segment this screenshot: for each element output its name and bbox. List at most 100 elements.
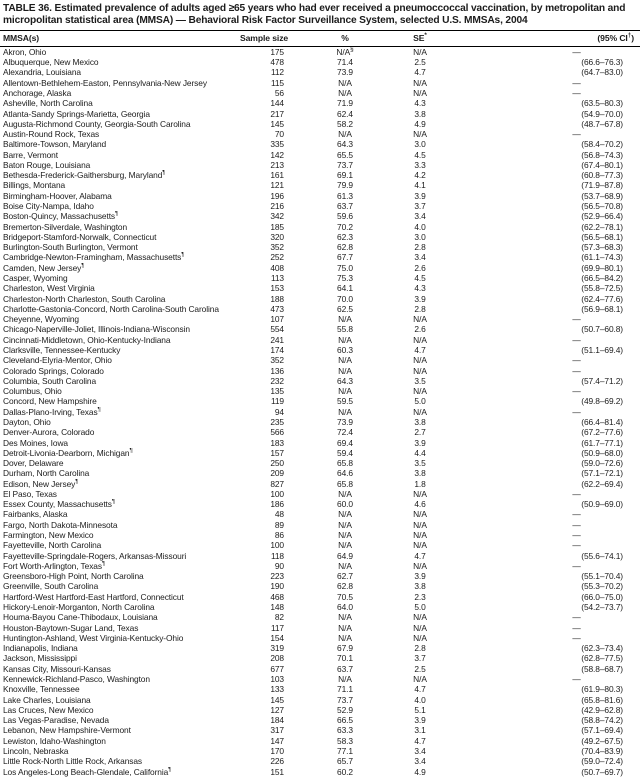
percent-value: 71.9 (337, 98, 353, 109)
ci-cell: — (572, 560, 581, 571)
mmsa-cell: Houma-Bayou Cane-Thibodaux, Louisiana (0, 612, 240, 622)
percent-cell: 73.9 (290, 417, 400, 427)
ci-cell: (62.3–73.4) (581, 643, 623, 654)
se-cell: 5.0 (414, 602, 426, 612)
percent-cell: 64.1 (290, 283, 400, 293)
ci-cell: (57.3–68.3) (581, 242, 623, 253)
mmsa-name: Farmington, New Mexico (3, 530, 94, 541)
mmsa-name: Greenville, South Carolina (3, 581, 99, 592)
percent-cell: 58.3 (290, 736, 400, 746)
table-row: Essex County, Massachusetts¶ 186 60.0 4.… (0, 499, 640, 509)
ci-cell: (56.5–70.8) (581, 201, 623, 212)
se-cell: 3.7 (414, 201, 426, 212)
mmsa-cell: Dayton, Ohio (0, 417, 240, 427)
percent-value: 62.8 (337, 581, 353, 592)
ci-cell: (50.9–68.0) (581, 447, 623, 458)
col-header-se-label: SE (413, 32, 425, 43)
mmsa-name: Clarksville, Tennessee-Kentucky (3, 344, 121, 355)
sample-size-cell: 175 (270, 46, 284, 57)
mmsa-name: Durham, North Carolina (3, 468, 90, 479)
percent-value: 75.0 (337, 262, 353, 273)
sample-size-cell: 70 (274, 129, 284, 140)
ci-cell: (57.1–69.4) (581, 725, 623, 736)
percent-cell: 63.3 (290, 725, 400, 735)
ci-cell: (59.0–72.6) (581, 458, 623, 469)
percent-cell: 60.0 (290, 499, 400, 509)
mmsa-cell: Cleveland-Elyria-Mentor, Ohio (0, 355, 240, 365)
table-row: Dover, Delaware 250 65.8 3.5 (59.0–72.6) (0, 458, 640, 468)
percent-cell: 59.4 (290, 448, 400, 458)
mmsa-cell: Hartford-West Hartford-East Hartford, Co… (0, 592, 240, 602)
mmsa-name: Houma-Bayou Cane-Thibodaux, Louisiana (3, 612, 158, 623)
mmsa-cell: Little Rock-North Little Rock, Arkansas (0, 756, 240, 766)
sample-size-cell: 145 (270, 118, 284, 129)
sample-size-cell: 468 (270, 591, 284, 602)
ci-cell: — (572, 622, 581, 633)
table-row: Los Angeles-Long Beach-Glendale, Califor… (0, 767, 640, 777)
mmsa-cell: Alexandria, Louisiana (0, 67, 240, 77)
ci-cell: — (572, 632, 581, 643)
se-cell: 3.7 (414, 653, 426, 664)
percent-value: 58.3 (337, 735, 353, 746)
sample-size-cell: 408 (270, 262, 284, 273)
mmsa-cell: Huntington-Ashland, West Virginia-Kentuc… (0, 633, 240, 643)
percent-value: N/A (338, 612, 352, 623)
table-row: Lebanon, New Hampshire-Vermont 317 63.3 … (0, 725, 640, 735)
col-header-ci-label: (95% CI (597, 32, 628, 43)
se-cell: 4.7 (414, 550, 426, 561)
se-cell: 4.7 (414, 344, 426, 355)
percent-cell: 79.9 (290, 180, 400, 190)
percent-value: 55.8 (337, 324, 353, 335)
mmsa-name: Columbus, Ohio (3, 386, 62, 397)
mmsa-cell: Greensboro-High Point, North Carolina (0, 571, 240, 581)
sample-size-cell: 154 (270, 632, 284, 643)
mmsa-name: Charleston-North Charleston, South Carol… (3, 293, 166, 304)
sample-size-cell: 153 (270, 283, 284, 294)
percent-cell: N/A (290, 489, 400, 499)
table-row: Columbia, South Carolina 232 64.3 3.5 (5… (0, 376, 640, 386)
mmsa-name: Houston-Baytown-Sugar Land, Texas (3, 622, 139, 633)
table-row: Burlington-South Burlington, Vermont 352… (0, 242, 640, 252)
percent-value: 62.3 (337, 231, 353, 242)
percent-value: 64.1 (337, 283, 353, 294)
mmsa-name: Kennewick-Richland-Pasco, Washington (3, 673, 150, 684)
ci-cell: — (572, 77, 581, 88)
se-cell: N/A (413, 488, 427, 499)
table-row: Akron, Ohio 175 N/A§ N/A — (0, 46, 640, 57)
ci-cell: (66.6–76.3) (581, 57, 623, 68)
percent-value: 72.4 (337, 427, 353, 438)
percent-cell: N/A (290, 88, 400, 98)
mmsa-cell: Billings, Montana (0, 180, 240, 190)
sample-size-cell: 144 (270, 98, 284, 109)
se-cell: 3.8 (414, 416, 426, 427)
mmsa-name: Bethesda-Frederick-Gaithersburg, Marylan… (3, 170, 163, 181)
ci-cell: — (572, 314, 581, 325)
mmsa-name: Fort Worth-Arlington, Texas (3, 560, 102, 571)
table-row: Durham, North Carolina 209 64.6 3.8 (57.… (0, 468, 640, 478)
table-row: Albuquerque, New Mexico 478 71.4 2.5 (66… (0, 57, 640, 67)
percent-cell: 58.2 (290, 119, 400, 129)
percent-cell: 64.9 (290, 551, 400, 561)
percent-cell: N/A (290, 623, 400, 633)
ci-cell: (42.9–62.8) (581, 704, 623, 715)
ci-cell: — (572, 129, 581, 140)
sample-size-cell: 566 (270, 427, 284, 438)
ci-cell: — (572, 530, 581, 541)
ci-cell: — (572, 509, 581, 520)
mmsa-name: Dayton, Ohio (3, 416, 51, 427)
mmsa-cell: Edison, New Jersey¶ (0, 479, 240, 489)
mmsa-cell: Barre, Vermont (0, 150, 240, 160)
ci-footnote-marker: † (627, 31, 632, 39)
table-row: Boston-Quincy, Massachusetts¶ 342 59.6 3… (0, 211, 640, 221)
percent-value: 62.7 (337, 571, 353, 582)
mmsa-cell: Asheville, North Carolina (0, 98, 240, 108)
sample-size-cell: 190 (270, 581, 284, 592)
percent-value: 59.5 (337, 396, 353, 407)
sample-size-cell: 103 (270, 673, 284, 684)
percent-value: 60.2 (337, 766, 353, 777)
se-cell: N/A (413, 129, 427, 140)
ci-cell: (67.2–77.6) (581, 427, 623, 438)
ci-cell: (55.3–70.2) (581, 581, 623, 592)
se-cell: 2.7 (414, 427, 426, 438)
percent-cell: 72.4 (290, 427, 400, 437)
